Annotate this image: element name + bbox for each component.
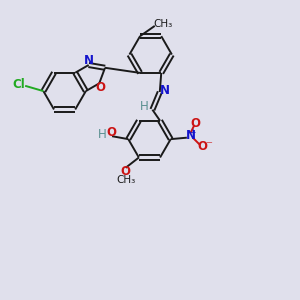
Text: O: O xyxy=(106,126,116,139)
Text: ⁻: ⁻ xyxy=(205,140,212,153)
Text: N: N xyxy=(160,84,170,97)
Text: O: O xyxy=(197,140,207,153)
Text: Cl: Cl xyxy=(12,78,25,91)
Text: CH₃: CH₃ xyxy=(153,20,172,29)
Text: O: O xyxy=(95,81,105,94)
Text: H: H xyxy=(140,100,148,113)
Text: N: N xyxy=(185,129,195,142)
Text: H: H xyxy=(98,128,107,141)
Text: +: + xyxy=(190,128,196,137)
Text: CH₃: CH₃ xyxy=(116,175,135,185)
Text: O: O xyxy=(121,165,130,178)
Text: O: O xyxy=(190,117,200,130)
Text: N: N xyxy=(84,54,94,67)
